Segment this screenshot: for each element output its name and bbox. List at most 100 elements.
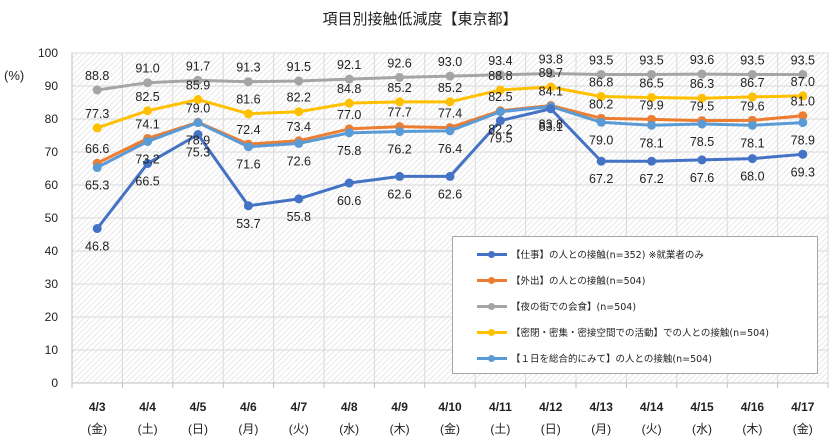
data-point	[445, 171, 455, 181]
legend-line-marker-icon	[477, 301, 507, 311]
y-tick-label: 30	[45, 277, 59, 291]
data-label: 77.7	[387, 106, 411, 120]
data-point	[647, 69, 657, 79]
x-tick-label-day: (月)	[238, 422, 258, 436]
x-tick-label-date: 4/7	[290, 400, 307, 414]
x-tick-label-date: 4/17	[791, 400, 815, 414]
data-label: 93.5	[589, 53, 613, 67]
data-label: 88.8	[488, 69, 512, 83]
data-label: 86.3	[690, 77, 714, 91]
data-label: 89.7	[539, 66, 563, 80]
x-tick-label-date: 4/15	[690, 400, 714, 414]
legend-line-marker-icon	[477, 327, 507, 337]
x-tick-label-date: 4/3	[89, 400, 106, 414]
data-point	[596, 156, 606, 166]
x-tick-label-day: (金)	[87, 421, 107, 436]
x-tick-label-date: 4/5	[190, 400, 207, 414]
x-tick-label-day: (土)	[138, 422, 158, 436]
data-label: 91.3	[236, 61, 260, 75]
data-label: 79.5	[690, 100, 714, 114]
data-point	[243, 77, 253, 87]
axes: 0 10 20 30 40 50 60 70 80 90 100 4/3 (金) 4/4 (土) 4/5 (日)…	[38, 46, 829, 436]
x-tick-label-day: (日)	[541, 422, 561, 436]
data-label: 86.7	[740, 76, 764, 90]
data-label: 69.3	[791, 165, 815, 179]
data-point	[798, 91, 808, 101]
data-point	[747, 92, 757, 102]
data-point	[647, 156, 657, 166]
data-label: 93.5	[791, 53, 815, 67]
data-point	[495, 70, 505, 80]
data-point	[445, 97, 455, 107]
legend-item: 【夜の街での会食】(n=504)	[477, 293, 817, 319]
x-tick-label-date: 4/14	[640, 400, 664, 414]
data-point	[495, 107, 505, 117]
data-point	[344, 178, 354, 188]
y-tick-label: 20	[45, 310, 59, 324]
y-tick-label: 50	[45, 211, 59, 225]
y-tick-label: 40	[45, 244, 59, 258]
data-point	[143, 159, 153, 169]
data-label: 79.0	[186, 101, 210, 115]
data-point	[395, 127, 405, 137]
x-tick-label-day: (火)	[642, 422, 662, 436]
data-point	[92, 123, 102, 133]
data-point	[596, 69, 606, 79]
y-tick-label: 0	[51, 376, 58, 390]
x-tick-label-date: 4/11	[489, 400, 512, 414]
data-point	[647, 93, 657, 103]
legend-line-marker-icon	[477, 275, 507, 285]
y-axis-label: (%)	[4, 68, 24, 83]
data-label: 79.0	[589, 133, 613, 147]
data-label: 91.0	[135, 62, 159, 76]
data-label: 93.5	[740, 53, 764, 67]
x-tick-label-day: (水)	[339, 422, 359, 436]
data-label: 55.8	[287, 210, 311, 224]
x-tick-label-date: 4/16	[741, 400, 765, 414]
data-label: 73.4	[287, 120, 311, 134]
data-point	[243, 109, 253, 119]
data-point	[143, 106, 153, 116]
data-label: 76.2	[387, 143, 411, 157]
data-point	[546, 82, 556, 92]
data-label: 82.2	[488, 123, 512, 137]
data-label: 62.6	[438, 187, 462, 201]
data-point	[647, 120, 657, 130]
y-tick-label: 60	[45, 178, 59, 192]
data-label: 78.9	[186, 134, 210, 148]
data-label: 88.8	[85, 69, 109, 83]
y-tick-label: 90	[45, 79, 59, 93]
data-label: 93.8	[539, 52, 563, 66]
data-point	[344, 128, 354, 138]
data-point	[445, 126, 455, 136]
data-point	[798, 149, 808, 159]
legend: 【仕事】の人との接触(n=352) ※就業者のみ 【外出】の人との接触(n=504…	[452, 236, 818, 374]
legend-item: 【密閉・密集・密接空間での活動】での人との接触(n=504)	[477, 319, 817, 345]
x-tick-label-date: 4/6	[240, 400, 257, 414]
x-tick-label-day: (金)	[793, 421, 813, 436]
data-label: 53.7	[236, 217, 260, 231]
data-point	[798, 118, 808, 128]
data-point	[798, 111, 808, 121]
x-tick-label-day: (木)	[742, 422, 762, 436]
data-point	[495, 85, 505, 95]
legend-item: 【仕事】の人との接触(n=352) ※就業者のみ	[477, 241, 817, 267]
data-point	[344, 74, 354, 84]
data-label: 46.8	[85, 240, 109, 254]
data-point	[798, 69, 808, 79]
x-tick-label-date: 4/10	[438, 400, 462, 414]
data-label: 85.2	[387, 81, 411, 95]
data-point	[747, 69, 757, 79]
data-label: 82.5	[135, 90, 159, 104]
data-label: 82.2	[287, 91, 311, 105]
data-label: 78.9	[791, 134, 815, 148]
y-tick-label: 80	[45, 112, 59, 126]
data-label: 81.0	[791, 95, 815, 109]
data-label: 81.6	[236, 93, 260, 107]
x-tick-label-day: (土)	[490, 422, 510, 436]
data-point	[395, 72, 405, 82]
data-point	[294, 107, 304, 117]
data-point	[445, 71, 455, 81]
data-point	[596, 117, 606, 127]
